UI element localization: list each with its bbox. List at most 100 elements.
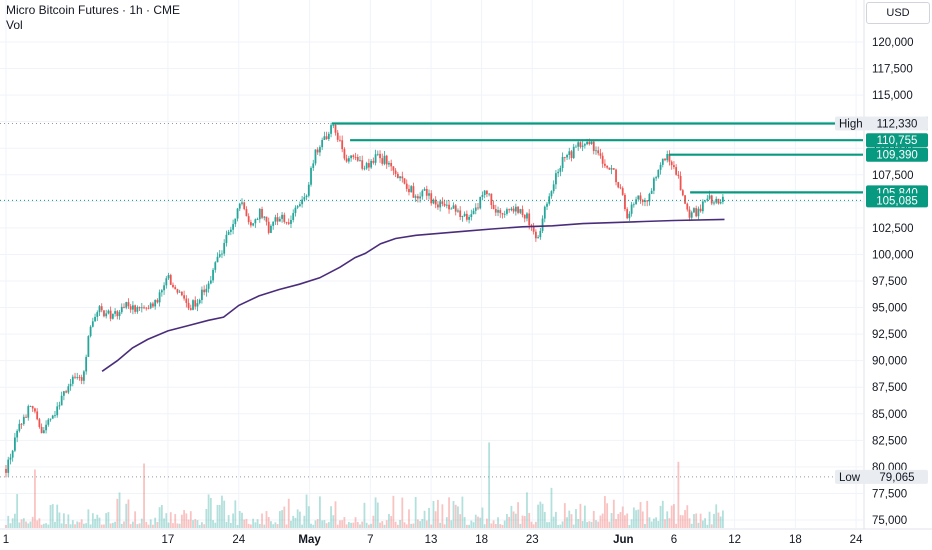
horizontal-levels[interactable]	[0, 122, 863, 478]
candle-body	[722, 196, 724, 203]
candle-body	[347, 158, 350, 162]
candle-body	[203, 289, 206, 293]
volume-bar	[590, 521, 593, 528]
volume-bar	[134, 511, 137, 528]
volume-bar	[510, 505, 513, 528]
volume-bar	[717, 512, 720, 528]
candle-body	[227, 231, 230, 235]
volume-bar	[187, 519, 190, 528]
y-tick-label: 120,000	[872, 37, 914, 49]
candle-body	[172, 284, 174, 288]
volume-bar	[483, 524, 486, 528]
volume-bar	[396, 524, 399, 528]
volume-bar	[201, 522, 203, 528]
volume-bar	[619, 512, 622, 528]
candle-body	[588, 141, 591, 145]
candle-body	[327, 133, 330, 140]
candle-body	[624, 194, 626, 210]
volume-bar	[236, 524, 239, 528]
volume-bar	[54, 521, 56, 528]
candle-body	[708, 195, 711, 199]
volume-bar	[250, 524, 252, 528]
candle-body	[490, 193, 493, 205]
candle-body	[58, 405, 61, 407]
candle-body	[298, 204, 301, 207]
candle-body	[632, 204, 635, 206]
candle-body	[29, 406, 32, 407]
candle-body	[301, 199, 304, 205]
volume-bar	[42, 523, 45, 528]
candle-body	[617, 182, 620, 188]
candle-body	[350, 155, 352, 159]
candle-body	[270, 225, 272, 233]
volume-bar	[626, 513, 629, 528]
volume-bar	[34, 469, 36, 528]
volume-bar	[245, 518, 248, 528]
candle-body	[116, 311, 119, 317]
volume-bar	[494, 523, 497, 528]
price-axis[interactable]: 75,00077,50080,00082,50085,00087,50090,0…	[872, 37, 914, 527]
volume-bar	[610, 513, 613, 528]
candle-body	[49, 418, 52, 420]
volume-bar	[305, 494, 308, 528]
candle-body	[650, 190, 653, 194]
volume-bar	[586, 522, 588, 528]
candle-body	[421, 190, 424, 197]
candle-body	[261, 208, 263, 218]
volume-bar	[652, 518, 655, 528]
candle-body	[459, 210, 462, 217]
volume-bar	[488, 442, 491, 528]
volume-bar	[599, 515, 602, 528]
candle-body	[207, 283, 210, 289]
candle-body	[321, 140, 324, 148]
candle-body	[521, 209, 524, 215]
volume-bar	[561, 521, 564, 528]
volume-bar	[401, 497, 404, 528]
volume-bar	[715, 504, 718, 528]
symbol-title[interactable]: Micro Bitcoin Futures · 1h · CME	[6, 3, 181, 17]
candle-body	[176, 289, 179, 293]
volume-bar	[486, 518, 488, 528]
volume-bar	[710, 524, 713, 528]
volume-bar	[490, 523, 493, 528]
time-axis[interactable]: 1 17 24 May 7 13 18 23 Jun 6 12 18 24	[3, 534, 863, 546]
volume-bar	[310, 523, 312, 528]
volume-bar	[506, 513, 508, 528]
candle-body	[307, 184, 310, 196]
volume-bar	[528, 512, 531, 528]
volume-bar	[559, 524, 562, 528]
candle-body	[472, 210, 475, 215]
volume-bar	[125, 503, 128, 528]
candle-body	[136, 307, 139, 312]
candle-body	[690, 212, 693, 218]
volume-bar	[390, 516, 393, 528]
candle-body	[16, 430, 19, 438]
candle-body	[361, 160, 364, 169]
volume-bar	[704, 518, 706, 528]
candle-body	[541, 218, 544, 231]
candle-body	[450, 208, 453, 210]
candle-body	[448, 204, 450, 210]
volume-bar	[100, 524, 103, 528]
candle-body	[590, 141, 593, 145]
volume-bar	[45, 523, 47, 528]
candle-body	[132, 305, 134, 310]
candle-body	[372, 160, 375, 163]
volume-bar	[132, 521, 134, 528]
volume-bar	[18, 522, 21, 528]
candle-body	[461, 216, 464, 217]
volume-bar	[679, 515, 682, 528]
volume-bar	[570, 514, 573, 528]
volume-bar	[644, 523, 646, 528]
candle-body	[486, 190, 488, 195]
volume-bar	[196, 520, 199, 528]
volume-bar	[612, 499, 615, 528]
candle-body	[379, 153, 381, 159]
currency-selector[interactable]: USD	[866, 2, 930, 24]
volume-bar	[428, 507, 430, 528]
volume-bar	[359, 524, 361, 528]
candle-body	[94, 316, 96, 322]
candle-body	[105, 313, 108, 317]
volume-bar	[209, 497, 212, 528]
